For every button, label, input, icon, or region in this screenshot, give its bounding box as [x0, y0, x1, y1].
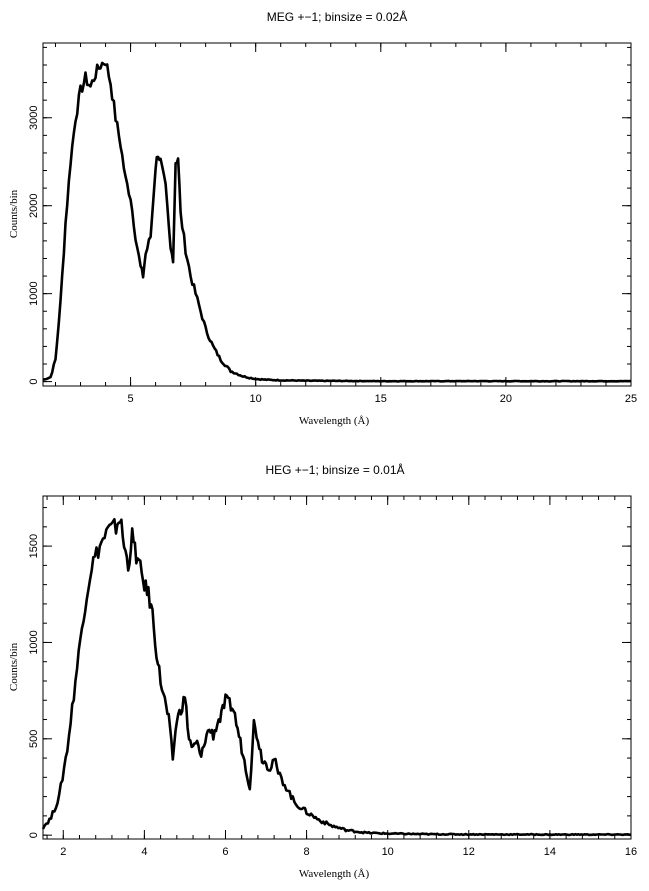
heg-panel: HEG +−1; binsize = 0.01Å 2 4 6 8 10 12 14 16 0 5… [8, 462, 637, 880]
meg-y-tick-label: 1000 [28, 281, 40, 305]
meg-x-tick-label: 15 [375, 393, 387, 405]
heg-x-tick-label: 2 [60, 846, 66, 858]
meg-plot-frame [42, 42, 632, 387]
meg-y-tick-label: 0 [28, 379, 40, 385]
heg-x-tick-labels: 2 4 6 8 10 12 14 16 [60, 846, 637, 858]
heg-y-axis-label: Counts/bin [8, 642, 20, 691]
meg-y-tick-label: 2000 [28, 193, 40, 217]
heg-y-tick-label: 1500 [28, 534, 40, 558]
meg-y-tick-label: 3000 [28, 106, 40, 130]
heg-x-tick-label: 10 [382, 846, 394, 858]
heg-chart-title: HEG +−1; binsize = 0.01Å [265, 462, 404, 477]
heg-y-tick-label: 500 [28, 730, 40, 748]
heg-x-tick-label: 6 [222, 846, 228, 858]
heg-x-tick-label: 4 [141, 846, 147, 858]
heg-y-tick-label: 0 [28, 832, 40, 838]
meg-x-tick-label: 20 [500, 393, 512, 405]
heg-spectrum-line [41, 518, 632, 837]
heg-y-tick-labels: 0 500 1000 1500 [28, 534, 40, 838]
meg-chart-title: MEG +−1; binsize = 0.02Å [267, 9, 407, 24]
meg-x-tick-label: 10 [250, 393, 262, 405]
heg-x-tick-label: 16 [625, 846, 637, 858]
meg-x-tick-label: 5 [128, 393, 134, 405]
meg-axis-ticks [43, 43, 632, 386]
heg-y-tick-label: 1000 [28, 630, 40, 654]
meg-x-tick-label: 25 [625, 393, 637, 405]
meg-spectrum-line [42, 61, 632, 383]
meg-x-tick-labels: 5 10 15 20 25 [128, 393, 638, 405]
meg-y-axis-label: Counts/bin [8, 189, 20, 238]
heg-x-tick-label: 8 [304, 846, 310, 858]
heg-x-tick-label: 14 [544, 846, 556, 858]
meg-y-tick-labels: 0 1000 2000 3000 [28, 106, 40, 385]
meg-x-axis-label: Wavelength (Å) [299, 415, 370, 427]
heg-axis-ticks [43, 496, 632, 839]
meg-panel: MEG +−1; binsize = 0.02Å 5 10 15 20 25 0 1000… [8, 9, 637, 427]
heg-x-tick-label: 12 [463, 846, 475, 858]
heg-x-axis-label: Wavelength (Å) [299, 868, 370, 880]
heg-plot-frame [42, 495, 632, 840]
